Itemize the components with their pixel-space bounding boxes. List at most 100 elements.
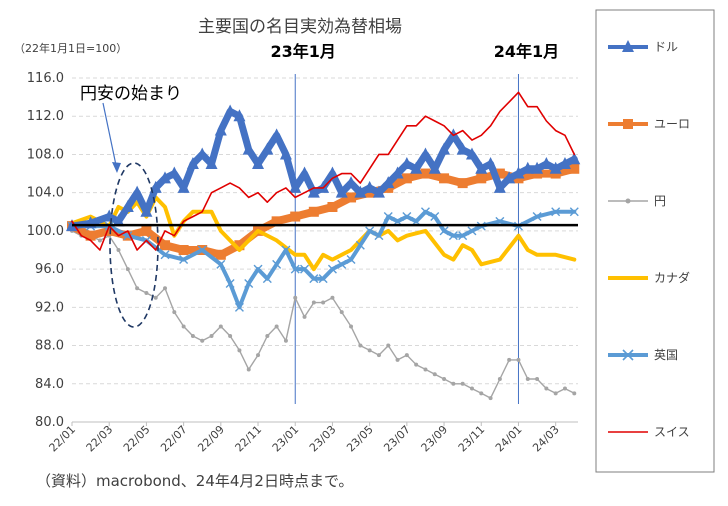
data-point [200,338,205,343]
data-point [358,343,363,348]
legend-label: カナダ [654,270,690,285]
data-point [318,274,328,284]
data-point [355,240,365,250]
data-point [172,310,177,315]
data-point [569,163,580,174]
data-point [395,357,400,362]
legend-label: ドル [654,40,678,54]
data-point [327,264,337,274]
data-point [467,226,477,236]
data-point [476,173,487,184]
data-point [458,231,468,241]
legend-box [595,9,715,473]
y-tick-label: 100.0 [27,224,64,239]
data-point [228,334,233,338]
data-point [125,267,130,272]
data-point [428,161,441,174]
data-point [135,286,140,291]
data-point [531,161,544,174]
data-point [197,245,207,255]
data-point [293,295,298,300]
data-point [308,206,319,217]
data-point [507,357,512,362]
data-point [159,171,172,184]
data-point [439,173,450,184]
y-tick-label: 80.0 [35,415,64,430]
data-point [214,123,227,136]
data-point [281,245,291,255]
y-tick-label: 96.0 [35,262,64,277]
y-tick-label: 112.0 [27,109,64,124]
data-point [512,166,525,179]
data-point [346,192,357,203]
data-point [237,348,242,353]
legend-marker [622,40,634,52]
data-point [262,274,272,284]
data-point [279,147,292,160]
y-tick-label: 88.0 [35,339,64,354]
data-point [307,185,320,198]
annotation-arrow [102,102,118,171]
annotation-label: 円安の始まり [80,84,182,104]
data-point [569,207,579,217]
vline-label: 23年1月 [271,42,336,61]
data-point [149,180,162,193]
data-point [300,264,310,274]
data-point [309,274,319,284]
data-point [177,180,190,193]
data-point [374,231,384,241]
data-point [420,168,431,179]
data-point [372,185,385,198]
data-point [521,161,534,174]
chart-title: 主要国の名目実効為替相場 [198,17,402,37]
data-point [283,338,288,343]
data-point [270,128,283,141]
data-point [225,278,235,288]
data-point [271,216,282,227]
data-point [439,226,449,236]
data-point [339,310,344,315]
data-point [179,255,189,265]
data-point [246,367,251,372]
data-point [484,157,497,169]
data-point [97,238,102,243]
data-point [144,291,149,295]
data-point [386,343,391,348]
y-tick-label: 84.0 [35,377,64,392]
data-point [423,367,428,372]
data-point [116,248,121,252]
data-point [242,142,255,155]
data-point [326,166,339,179]
data-point [302,314,307,319]
legend-item: ドル [608,40,678,54]
data-point [525,377,530,381]
legend-item: 英国 [608,348,678,362]
data-point [181,324,186,329]
data-point [253,264,263,274]
data-point [488,396,493,401]
data-point [215,249,226,260]
data-point [376,353,381,358]
data-point [479,391,484,396]
data-point [438,142,451,155]
data-point [190,334,195,338]
data-point [460,381,465,386]
data-point [414,362,419,367]
data-point [234,240,245,251]
annotation-arrowhead [112,162,121,173]
data-point [401,173,412,184]
data-point [516,357,521,362]
data-point [178,245,189,255]
data-point [494,168,505,179]
data-point [558,157,571,169]
chart-subtitle: （22年1月1日=100） [14,41,127,55]
series-円 [70,228,577,401]
legend-label: 英国 [654,348,678,362]
data-point [256,353,261,358]
annotation-ellipse [109,162,159,328]
data-point [335,185,348,198]
data-point [465,147,478,160]
data-point [265,334,270,338]
data-point [121,200,134,212]
